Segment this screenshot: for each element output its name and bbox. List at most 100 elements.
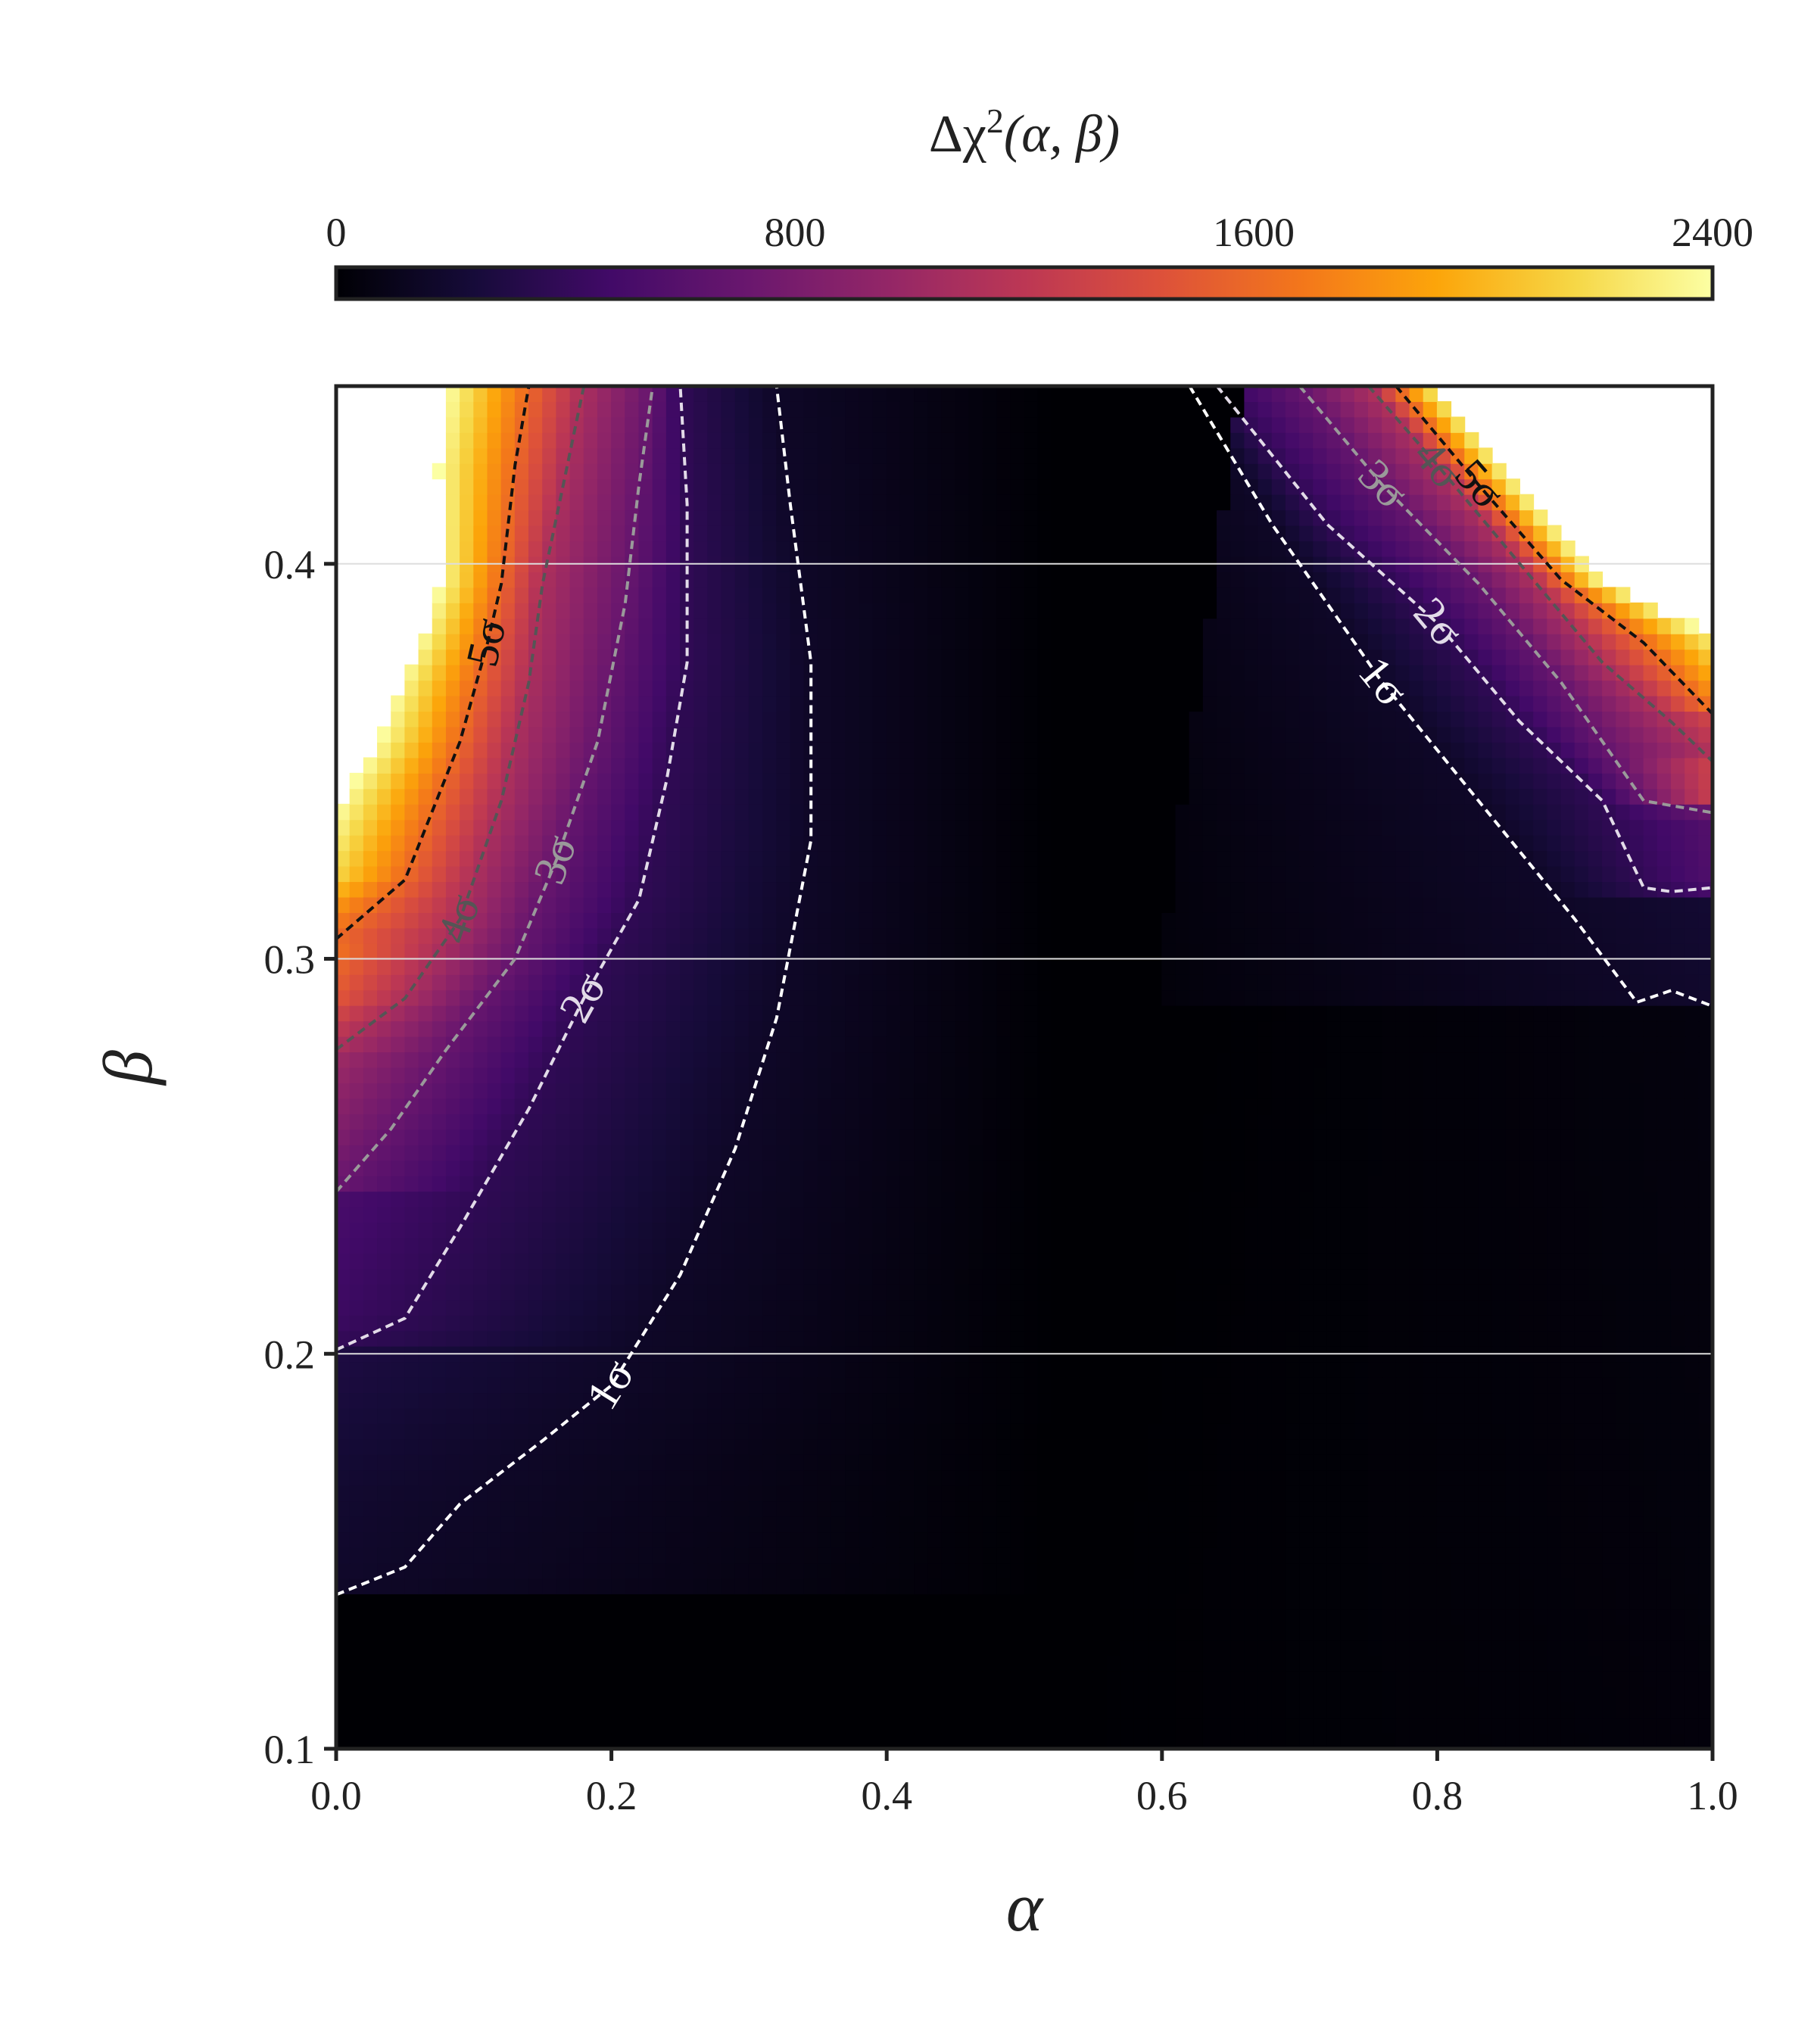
heatmap-cell (583, 1206, 598, 1223)
heatmap-cell (1491, 1175, 1507, 1192)
heatmap-cell (377, 989, 392, 1006)
heatmap-cell (1670, 1485, 1686, 1502)
heatmap-cell (1533, 1082, 1548, 1099)
heatmap-cell (1698, 1191, 1713, 1207)
heatmap-cell (899, 1052, 915, 1068)
heatmap-cell (432, 1191, 447, 1207)
heatmap-cell (1120, 1578, 1135, 1594)
heatmap-cell (1491, 1222, 1507, 1239)
heatmap-cell (914, 1113, 929, 1130)
heatmap-cell (1313, 1422, 1328, 1440)
heatmap-cell (1285, 1516, 1301, 1533)
heatmap-cell (955, 1485, 970, 1502)
heatmap-cell (460, 1314, 475, 1332)
heatmap-cell (445, 1717, 461, 1734)
heatmap-cell (514, 1547, 530, 1564)
heatmap-cell (1024, 1485, 1039, 1502)
heatmap-cell (377, 1655, 392, 1672)
heatmap-cell (1313, 1222, 1328, 1239)
heatmap-cell (1340, 1454, 1355, 1471)
heatmap-cell (1079, 1113, 1094, 1130)
heatmap-cell (500, 1671, 516, 1687)
heatmap-cell (1451, 1268, 1466, 1285)
heatmap-cell (418, 1237, 433, 1254)
heatmap-cell (914, 1330, 929, 1347)
heatmap-cell (1326, 1222, 1342, 1239)
heatmap-cell (460, 1407, 475, 1424)
heatmap-cell (1175, 1252, 1190, 1270)
heatmap-cell (1258, 1640, 1273, 1656)
heatmap-cell (1340, 1469, 1355, 1486)
heatmap-cell (336, 1640, 351, 1656)
heatmap-cell (487, 1067, 502, 1083)
heatmap-cell (968, 1516, 983, 1533)
heatmap-cell (1560, 1454, 1575, 1471)
heatmap-cell (1505, 1237, 1520, 1254)
heatmap-cell (996, 1624, 1011, 1641)
heatmap-cell (1285, 1640, 1301, 1656)
heatmap-cell (1120, 1175, 1135, 1192)
heatmap-cell (1230, 1222, 1245, 1239)
heatmap-cell (734, 1454, 750, 1471)
heatmap-cell (817, 974, 832, 991)
heatmap-cell (803, 1593, 818, 1610)
heatmap-cell (1685, 1036, 1700, 1053)
heatmap-cell (1285, 1500, 1301, 1517)
heatmap-cell (1698, 1144, 1713, 1161)
heatmap-cell (1202, 1578, 1218, 1594)
heatmap-cell (680, 1082, 695, 1099)
heatmap-cell (899, 1160, 915, 1176)
heatmap-cell (487, 1702, 502, 1718)
heatmap-cell (1271, 1144, 1286, 1161)
heatmap-cell (721, 1563, 736, 1579)
heatmap-cell (1175, 1609, 1190, 1625)
heatmap-cell (1189, 1702, 1204, 1718)
heatmap-cell (680, 1733, 695, 1749)
heatmap-cell (1588, 1175, 1604, 1192)
heatmap-cell (1574, 1283, 1589, 1301)
heatmap-cell (707, 1702, 722, 1718)
heatmap-cell (500, 1237, 516, 1254)
heatmap-cell (1670, 1392, 1686, 1409)
heatmap-cell (1368, 1036, 1383, 1053)
heatmap-cell (859, 1361, 874, 1378)
heatmap-cell (968, 1206, 983, 1223)
heatmap-cell (996, 1082, 1011, 1099)
heatmap-cell (1313, 1609, 1328, 1625)
heatmap-cell (776, 1113, 791, 1130)
heatmap-cell (734, 1299, 750, 1316)
heatmap-cell (542, 1469, 557, 1486)
heatmap-cell (1464, 1593, 1479, 1610)
heatmap-cell (776, 1098, 791, 1114)
heatmap-cell (1560, 1733, 1575, 1749)
heatmap-cell (1643, 1036, 1658, 1053)
heatmap-cell (1230, 1067, 1245, 1083)
heatmap-cell (377, 1454, 392, 1471)
heatmap-cell (899, 1144, 915, 1161)
heatmap-cell (1079, 1671, 1094, 1687)
heatmap-cell (638, 1098, 653, 1114)
heatmap-cell (1436, 1283, 1452, 1301)
heatmap-cell (803, 1222, 818, 1239)
heatmap-cell (1670, 1454, 1686, 1471)
heatmap-cell (1024, 1129, 1039, 1145)
heatmap-cell (460, 1702, 475, 1718)
heatmap-cell (996, 1609, 1011, 1625)
heatmap-cell (1519, 1252, 1535, 1270)
heatmap-cell (556, 1609, 571, 1625)
heatmap-cell (1202, 1144, 1218, 1161)
heatmap-cell (638, 1299, 653, 1316)
heatmap-cell (1491, 1098, 1507, 1114)
heatmap-cell (569, 1268, 584, 1285)
heatmap-cell (514, 1733, 530, 1749)
heatmap-cell (886, 1422, 901, 1440)
heatmap-cell (638, 1407, 653, 1424)
heatmap-cell (1175, 1516, 1190, 1533)
heatmap-cell (500, 1717, 516, 1734)
heatmap-cell (817, 1438, 832, 1455)
heatmap-cell (1271, 1237, 1286, 1254)
heatmap-cell (1258, 1237, 1273, 1254)
heatmap-cell (982, 1500, 998, 1517)
heatmap-cell (1230, 1578, 1245, 1594)
